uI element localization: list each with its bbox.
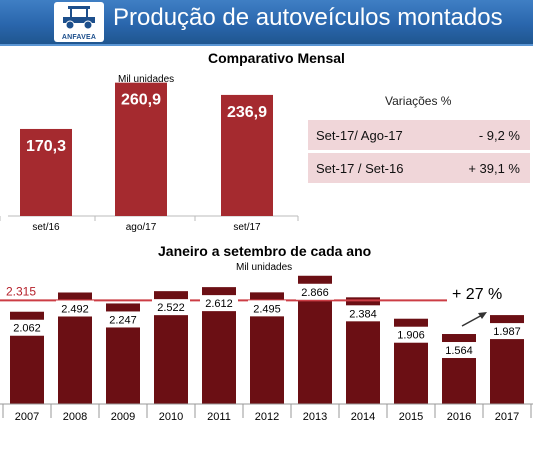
car-logo-icon — [63, 6, 95, 30]
data-label: 2.522 — [157, 302, 185, 314]
data-label: 2.384 — [349, 308, 377, 320]
x-tick-label: 2016 — [447, 411, 471, 423]
x-tick-label: 2007 — [15, 411, 39, 423]
x-tick-label: set/17 — [233, 222, 261, 233]
x-tick-label: 2010 — [159, 411, 183, 423]
data-label-box — [344, 305, 382, 322]
data-label: 260,9 — [121, 92, 161, 109]
average-label: 2.315 — [6, 284, 36, 298]
data-label-box — [152, 299, 190, 316]
data-label-box — [56, 300, 94, 317]
bar — [20, 128, 72, 216]
data-label: 2.247 — [109, 314, 137, 326]
data-label-box — [8, 319, 46, 336]
logo-text: ANFAVEA — [61, 34, 97, 41]
variation-label: Set-17 / Set-16 — [316, 161, 404, 176]
monthly-bar-chart: 170,3 set/16 260,9 ago/17 236,9 set/17 — [0, 82, 299, 233]
data-label: 1.564 — [445, 345, 473, 357]
anfavea-logo: ANFAVEA — [54, 2, 104, 42]
x-tick-label: 2009 — [111, 411, 135, 423]
page-title: Produção de autoveículos montados — [113, 4, 503, 31]
bar — [115, 82, 167, 216]
variation-label: Set-17/ Ago-17 — [316, 128, 403, 143]
x-tick-label: 2013 — [303, 411, 327, 423]
data-label: 2.495 — [253, 303, 281, 315]
variation-value: + 39,1 % — [468, 161, 520, 176]
data-label: 2.492 — [61, 303, 89, 315]
variation-row: Set-17/ Ago-17 - 9,2 % — [308, 120, 530, 150]
data-label: 2.612 — [205, 298, 233, 310]
bar — [221, 94, 273, 216]
yearly-chart-title: Janeiro a setembro de cada ano — [158, 243, 372, 259]
x-tick-label: 2011 — [207, 411, 231, 423]
yearly-bar-chart: 2.315 2.062 2.492 2.247 2.522 2.612 2.495 2.866… — [0, 275, 533, 423]
variations-title: Variações % — [385, 94, 452, 108]
growth-arrow-head — [478, 312, 487, 319]
growth-label: + 27 % — [452, 286, 502, 303]
x-tick-label: 2017 — [495, 411, 519, 423]
data-label-box — [296, 283, 334, 300]
data-label: 1.906 — [397, 330, 425, 342]
variation-row: Set-17 / Set-16 + 39,1 % — [308, 153, 530, 183]
data-label: 2.062 — [13, 323, 41, 335]
x-tick-label: ago/17 — [126, 222, 157, 233]
variations-table: Set-17/ Ago-17 - 9,2 % Set-17 / Set-16 +… — [308, 120, 530, 186]
monthly-chart-title: Comparativo Mensal — [208, 50, 345, 66]
data-label-box — [440, 342, 478, 359]
data-label: 170,3 — [26, 138, 66, 155]
x-tick-label: 2012 — [255, 411, 279, 423]
x-tick-label: set/16 — [32, 222, 60, 233]
yearly-unit-label: Mil unidades — [236, 262, 293, 273]
data-label: 1.987 — [493, 326, 521, 338]
x-tick-label: 2014 — [351, 411, 375, 423]
data-label-box — [200, 295, 238, 312]
x-tick-label: 2008 — [63, 411, 87, 423]
variation-value: - 9,2 % — [478, 128, 520, 143]
data-label-box — [392, 326, 430, 343]
data-label: 2.866 — [301, 287, 329, 299]
x-tick-label: 2015 — [399, 411, 423, 423]
data-label: 236,9 — [227, 104, 267, 121]
data-label-box — [488, 323, 526, 340]
header-banner: ANFAVEA Produção de autoveículos montado… — [0, 0, 533, 46]
data-label-box — [104, 311, 142, 328]
data-label-box — [248, 300, 286, 317]
monthly-unit-label: Mil unidades — [118, 74, 175, 85]
